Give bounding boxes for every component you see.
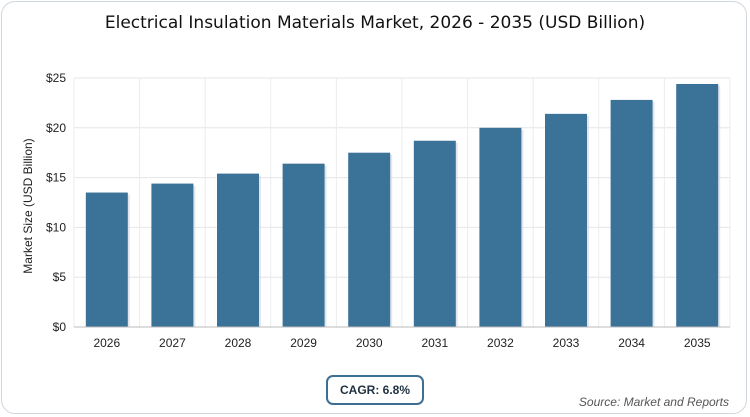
- x-tick-label: 2031: [421, 336, 448, 350]
- bar-2030: [348, 152, 391, 327]
- x-tick-label: 2032: [487, 336, 514, 350]
- y-tick-label: $5: [53, 270, 67, 284]
- bar-2026: [85, 192, 128, 327]
- x-tick-label: 2034: [618, 336, 645, 350]
- chart-title: Electrical Insulation Materials Market, …: [104, 13, 646, 33]
- source-note: Source: Market and Reports: [578, 395, 729, 409]
- x-tick-label: 2033: [553, 336, 580, 350]
- bar-2033: [545, 113, 587, 327]
- y-tick-label: $15: [46, 171, 66, 185]
- y-tick-label: $20: [46, 121, 66, 135]
- x-tick-label: 2030: [356, 336, 383, 350]
- bar-2028: [217, 173, 259, 327]
- y-tick-label: $10: [46, 220, 66, 234]
- y-tick-label: $0: [53, 320, 67, 334]
- cagr-badge: CAGR: 6.8%: [326, 375, 424, 405]
- bar-2034: [610, 99, 653, 327]
- x-tick-label: 2029: [290, 336, 317, 350]
- x-tick-label: 2027: [159, 336, 186, 350]
- bar-2032: [479, 127, 522, 327]
- bar-2035: [676, 83, 719, 327]
- x-tick-label: 2026: [93, 336, 120, 350]
- x-tick-label: 2035: [684, 336, 711, 350]
- bar-2029: [282, 163, 325, 327]
- y-tick-label: $25: [46, 71, 66, 85]
- bar-2027: [151, 183, 194, 327]
- x-tick-label: 2028: [225, 336, 252, 350]
- bar-2031: [413, 140, 456, 327]
